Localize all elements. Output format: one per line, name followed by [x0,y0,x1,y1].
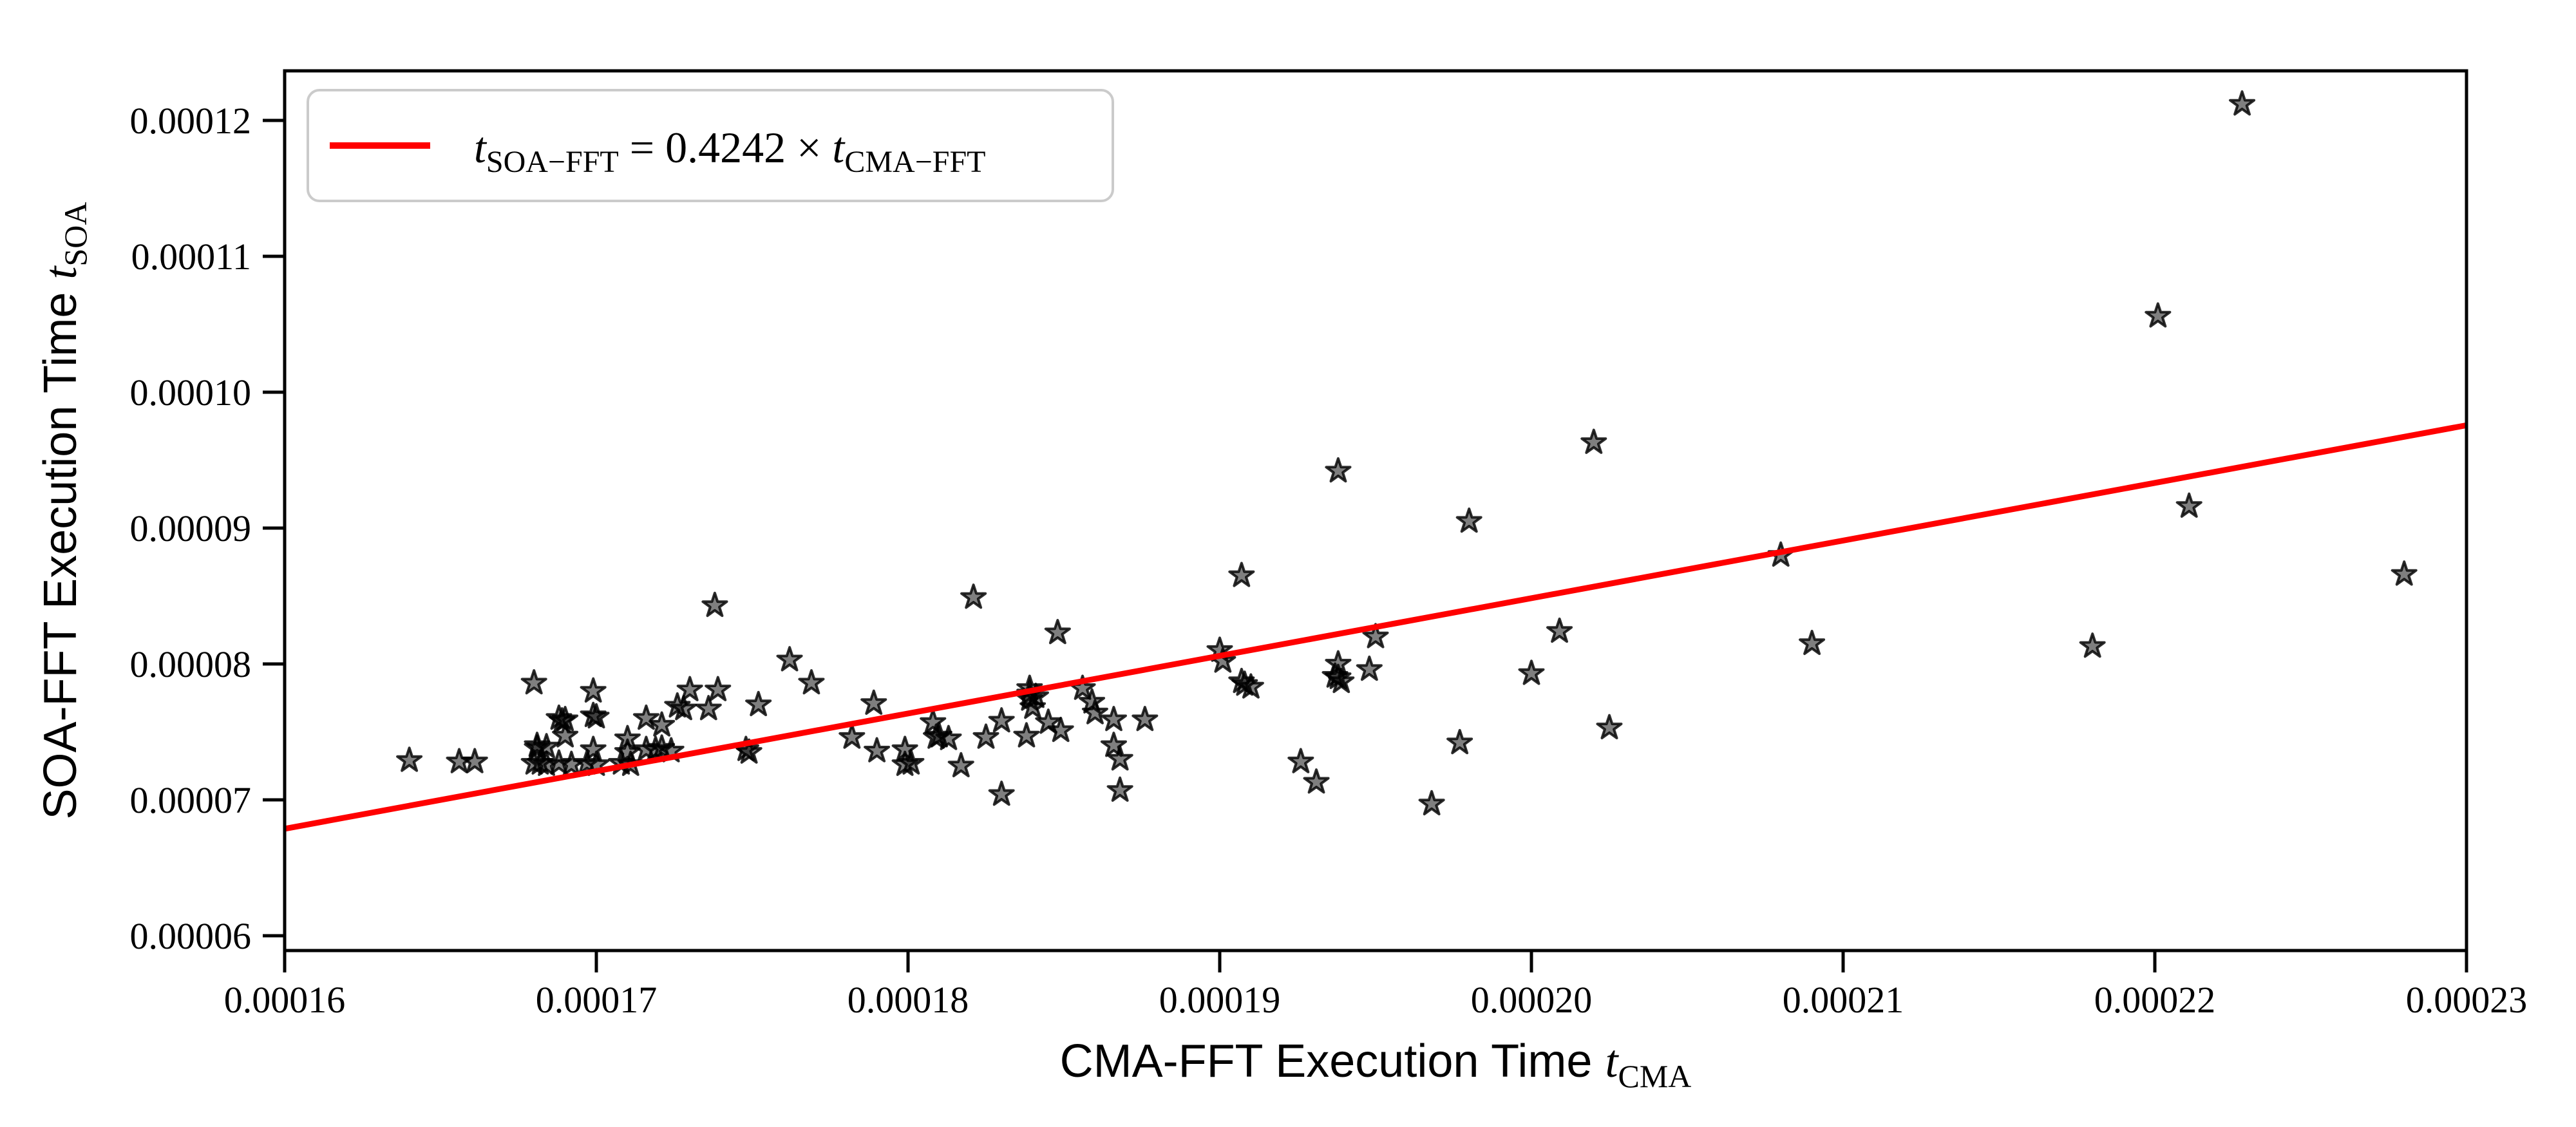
scatter-point [670,695,697,721]
scatter-point [1580,428,1607,454]
x-tick-label: 0.00020 [1471,979,1593,1021]
scatter-point [580,735,607,761]
scatter-point [1287,748,1314,773]
x-axis-title: CMA-FFT Execution Time tCMA [1060,1036,1692,1094]
y-tick-label: 0.00008 [130,643,252,685]
scatter-point [461,748,488,773]
y-axis-title-group: SOA-FFT Execution Time tSOA [35,202,93,820]
scatter-point [1044,619,1071,645]
scatter-point [520,669,547,695]
scatter-point [524,734,551,760]
scatter-point [2229,90,2256,116]
scatter-point [552,722,579,748]
scatter-point [1132,706,1159,732]
x-tick-label: 0.00016 [224,979,346,1021]
scatter-point [649,711,676,737]
scatter-point [1596,714,1623,739]
x-tick-label: 0.00019 [1159,979,1281,1021]
scatter-point [745,690,772,717]
scatter-point [2145,302,2172,328]
scatter-point [798,669,825,695]
x-tick-label: 0.00022 [2094,979,2216,1021]
scatter-point [776,646,803,672]
scatter-point [838,723,866,749]
scatter-point [1231,670,1258,696]
scatter-point [396,746,423,772]
legend-label: tSOA−FFT = 0.4242 × tCMA−FFT [474,123,985,179]
y-tick-label: 0.00011 [131,236,251,278]
scatter-point [860,689,887,715]
y-tick-label: 0.00010 [130,372,252,413]
legend-box [307,89,1114,202]
scatter-point [1100,732,1127,757]
scatter-point [1446,728,1473,755]
scatter-point [1455,507,1482,533]
scatter-point [972,723,999,749]
scatter-point [988,781,1015,806]
scatter-point [947,752,974,777]
scatter-point [1106,745,1133,771]
scatter-point [898,749,925,775]
x-tick-label: 0.00023 [2406,979,2528,1021]
scatter-point [920,708,947,734]
scatter-point [1546,617,1573,643]
y-tick-label: 0.00006 [130,915,252,957]
scatter-point [1799,629,1826,656]
scatter-point [1013,722,1040,748]
scatter-point [2079,632,2106,658]
scatter-point [701,591,728,618]
scatter-point [1518,659,1545,685]
scatter-point [580,677,607,703]
scatter-point [676,676,703,701]
scatter-point [1356,655,1383,681]
y-tick-label: 0.00009 [130,507,252,549]
x-tick-label: 0.00017 [536,979,658,1021]
scatter-point [1081,699,1108,724]
scatter-point [705,676,732,701]
scatter-point [583,703,610,729]
fit-line [284,422,2467,832]
scatter-point [988,707,1015,733]
scatter-point [2175,492,2202,518]
scatter-point [864,737,891,762]
scatter-point [1100,706,1127,732]
scatter-point [1047,716,1074,743]
scatter-point [1325,457,1352,483]
scatter-point [735,738,762,764]
y-tick-label: 0.00012 [130,100,252,142]
scatter-point [2391,560,2418,586]
scatter-point [632,704,659,730]
scatter-point [1418,790,1445,816]
scatter-point [695,695,722,721]
legend: tSOA−FFT = 0.4242 × tCMA−FFT [307,89,1114,202]
plot-border [283,69,2468,952]
y-axis-title: SOA-FFT Execution Time tSOA [35,202,93,820]
plot-area [285,71,2467,951]
scatter-point [1106,776,1133,802]
x-tick-label: 0.00021 [1783,979,1904,1021]
scatter-point [1362,623,1389,649]
scatter-point [1228,562,1255,587]
scatter-point [1325,663,1352,689]
scatter-point [549,707,576,733]
x-tick-label: 0.00018 [848,979,969,1021]
scatter-point [1303,768,1330,794]
scatter-point [960,583,987,609]
y-tick-label: 0.00007 [130,779,252,821]
scatter-point [935,724,962,750]
